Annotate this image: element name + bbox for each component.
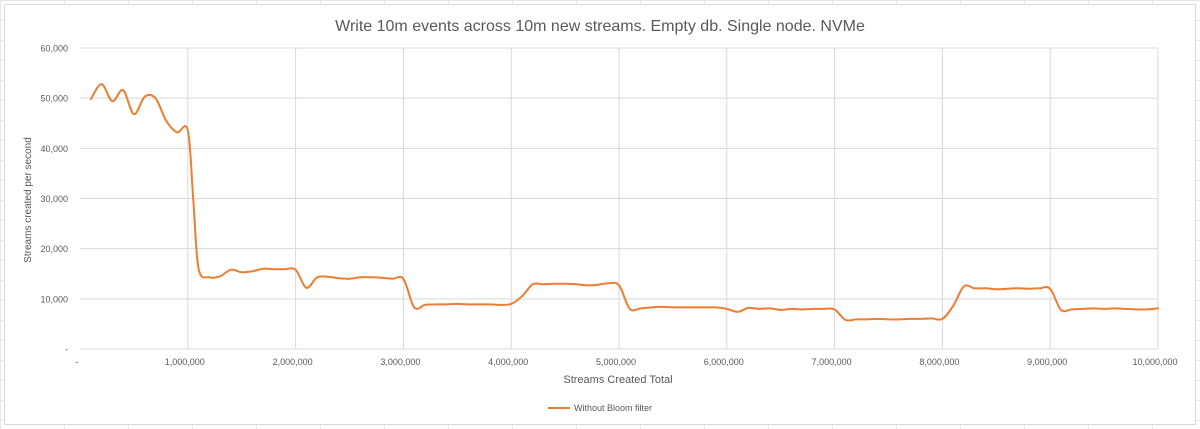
y-tick-label: - bbox=[65, 345, 68, 355]
x-axis-title: Streams Created Total bbox=[563, 374, 672, 386]
y-tick-label: 60,000 bbox=[40, 44, 68, 54]
y-tick-label: 50,000 bbox=[40, 94, 68, 104]
y-tick-label: 20,000 bbox=[40, 244, 68, 254]
series-line-without-bloom-filter bbox=[89, 83, 1159, 322]
gridlines bbox=[80, 47, 1159, 350]
chart-area[interactable] bbox=[4, 4, 1196, 425]
y-axis-ticks: - 10,000 20,000 30,000 40,000 50,000 60,000 bbox=[40, 44, 68, 355]
x-tick-label: 9,000,000 bbox=[1027, 357, 1067, 367]
x-tick-label: 4,000,000 bbox=[488, 357, 528, 367]
y-axis-title: Streams created per second bbox=[23, 137, 34, 263]
x-tick-label: 6,000,000 bbox=[704, 357, 744, 367]
legend-label: Without Bloom filter bbox=[574, 403, 652, 413]
y-tick-label: 10,000 bbox=[40, 294, 68, 304]
x-tick-label: 3,000,000 bbox=[380, 357, 420, 367]
x-tick-label: - bbox=[76, 357, 79, 367]
x-tick-label: 10,000,000 bbox=[1132, 357, 1177, 367]
x-tick-label: 7,000,000 bbox=[812, 357, 852, 367]
x-tick-label: 2,000,000 bbox=[273, 357, 313, 367]
y-tick-label: 40,000 bbox=[40, 144, 68, 154]
x-axis-ticks: - 1,000,000 2,000,000 3,000,000 4,000,000 5,0… bbox=[76, 357, 1178, 367]
chart-title: Write 10m events across 10m new streams.… bbox=[335, 18, 865, 35]
x-tick-label: 1,000,000 bbox=[165, 357, 205, 367]
y-tick-label: 30,000 bbox=[40, 194, 68, 204]
legend: Without Bloom filter bbox=[548, 403, 652, 413]
x-tick-label: 8,000,000 bbox=[919, 357, 959, 367]
x-tick-label: 5,000,000 bbox=[596, 357, 636, 367]
